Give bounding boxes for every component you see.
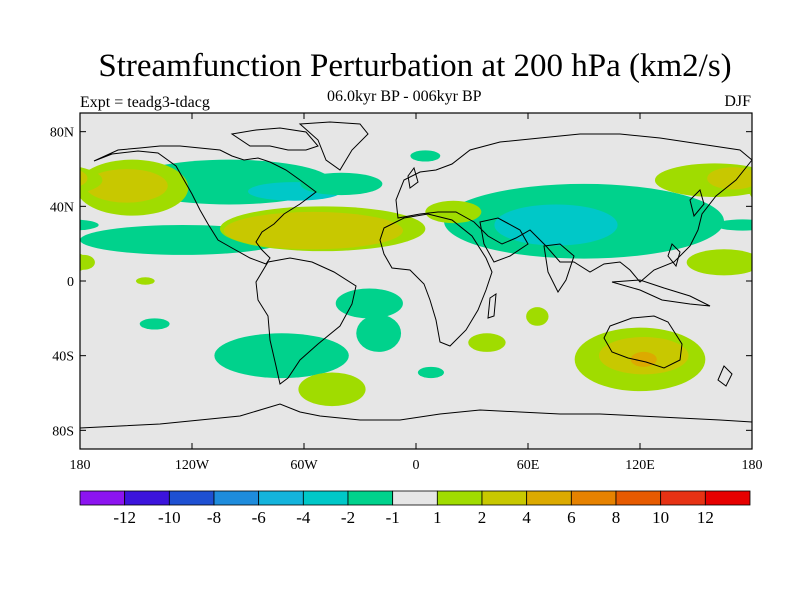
contour-region-14 bbox=[85, 169, 168, 203]
lon-tick-label: 180 bbox=[70, 458, 91, 473]
coastline-indonesia bbox=[611, 279, 711, 307]
contour-region-3 bbox=[300, 172, 383, 196]
lat-tick-label: 80S bbox=[52, 424, 74, 439]
colorbar-swatch bbox=[213, 490, 260, 506]
colorbar-swatch bbox=[258, 490, 304, 506]
colorbar-swatch bbox=[526, 490, 572, 506]
coastline-greenland bbox=[298, 121, 369, 171]
colorbar-swatch bbox=[392, 490, 438, 506]
contour-region-24 bbox=[298, 372, 366, 407]
contour-region-26 bbox=[526, 307, 549, 326]
colorbar-swatch bbox=[704, 490, 751, 506]
contour-region-20 bbox=[686, 249, 752, 276]
contour-region-13-wrap bbox=[748, 177, 752, 198]
contour-region-25 bbox=[468, 333, 506, 352]
colorbar-label: 8 bbox=[611, 508, 621, 527]
contour-region-7 bbox=[335, 288, 403, 319]
coastline-india bbox=[543, 243, 575, 293]
contour-region-4 bbox=[410, 150, 441, 162]
coastline-eurasia bbox=[395, 133, 752, 283]
lon-tick-label: 60W bbox=[290, 458, 318, 473]
colorbar-swatch bbox=[302, 490, 349, 506]
lat-tick-label: 40N bbox=[50, 200, 74, 215]
lon-tick-label: 180 bbox=[742, 458, 763, 473]
contour-region-27 bbox=[136, 277, 155, 285]
lat-tick-label: 40S bbox=[52, 350, 74, 365]
coastline-antarctica bbox=[80, 403, 752, 429]
coastline-philippines bbox=[667, 243, 681, 268]
period-subtitle: 06.0kyr BP - 006kyr BP bbox=[327, 88, 482, 105]
coastline-new-zealand bbox=[717, 365, 733, 387]
colorbar-swatch bbox=[660, 490, 706, 506]
coastline-north-america bbox=[93, 145, 317, 265]
colorbar bbox=[79, 490, 751, 506]
lon-tick-label: 60E bbox=[517, 458, 540, 473]
coastlines bbox=[80, 121, 752, 429]
lat-tick-label: 80N bbox=[50, 126, 74, 141]
contour-region-28 bbox=[80, 254, 95, 270]
colorbar-swatch bbox=[347, 490, 394, 506]
colorbar-swatch bbox=[570, 490, 617, 506]
contour-region-10 bbox=[139, 318, 170, 330]
contour-region-11 bbox=[417, 366, 444, 379]
colorbar-label: -4 bbox=[296, 508, 311, 527]
lon-tick-label: 120W bbox=[175, 458, 210, 473]
colorbar-label: -10 bbox=[157, 508, 181, 527]
coastline-britain bbox=[407, 166, 419, 189]
contour-region-19 bbox=[707, 167, 752, 190]
colorbar-label: -1 bbox=[385, 508, 400, 527]
colorbar-label: 6 bbox=[567, 508, 576, 527]
colorbar-swatch bbox=[436, 490, 483, 506]
colorbar-swatch bbox=[124, 490, 170, 506]
colorbar-label: -6 bbox=[251, 508, 266, 527]
colorbar-label: 12 bbox=[696, 508, 714, 527]
contour-region-19-wrap bbox=[80, 170, 88, 187]
contour-fields bbox=[80, 150, 752, 407]
colorbar-label: -2 bbox=[340, 508, 356, 527]
colorbar-swatch bbox=[481, 490, 528, 506]
contour-region-20-wrap bbox=[80, 253, 90, 271]
colorbar-label: 4 bbox=[522, 508, 531, 527]
experiment-label: Expt = teadg3-tdacg bbox=[80, 94, 210, 111]
coastline-australia bbox=[603, 315, 683, 369]
contour-region-12 bbox=[714, 219, 752, 231]
colorbar-label: 1 bbox=[433, 508, 442, 527]
colorbar-label: -8 bbox=[206, 508, 222, 527]
coastline-japan bbox=[689, 189, 705, 218]
contour-region-9 bbox=[214, 333, 349, 379]
season-label: DJF bbox=[724, 93, 751, 110]
colorbar-swatch bbox=[168, 490, 215, 506]
coastline-africa bbox=[379, 213, 493, 347]
contour-region-12-wrap bbox=[80, 219, 99, 231]
contour-region-28-wrap bbox=[744, 255, 752, 270]
map-axes: 80N 40N 0 40S 80S 180 120W 60W 0 60E 120E 180 bbox=[50, 113, 763, 473]
colorbar-swatch bbox=[79, 490, 126, 506]
coastline-south-america bbox=[255, 257, 357, 385]
plot-title: Streamfunction Perturbation at 200 hPa (… bbox=[98, 48, 732, 84]
contour-region-18-wrap bbox=[80, 167, 103, 194]
coastline-arabia bbox=[479, 217, 529, 263]
colorbar-swatch bbox=[615, 490, 662, 506]
coastline-canadian-arctic bbox=[230, 127, 319, 151]
colorbar-label: 2 bbox=[477, 508, 487, 527]
contour-region-8 bbox=[356, 314, 402, 352]
contour-region-16 bbox=[223, 211, 403, 250]
lat-tick-label: 0 bbox=[67, 275, 74, 290]
colorbar-label: 10 bbox=[652, 508, 670, 527]
coastline-madagascar bbox=[487, 293, 497, 319]
lon-tick-label: 120E bbox=[625, 458, 655, 473]
colorbar-label: -12 bbox=[113, 508, 136, 527]
contour-region-6 bbox=[494, 204, 618, 246]
lon-tick-label: 0 bbox=[413, 458, 420, 473]
